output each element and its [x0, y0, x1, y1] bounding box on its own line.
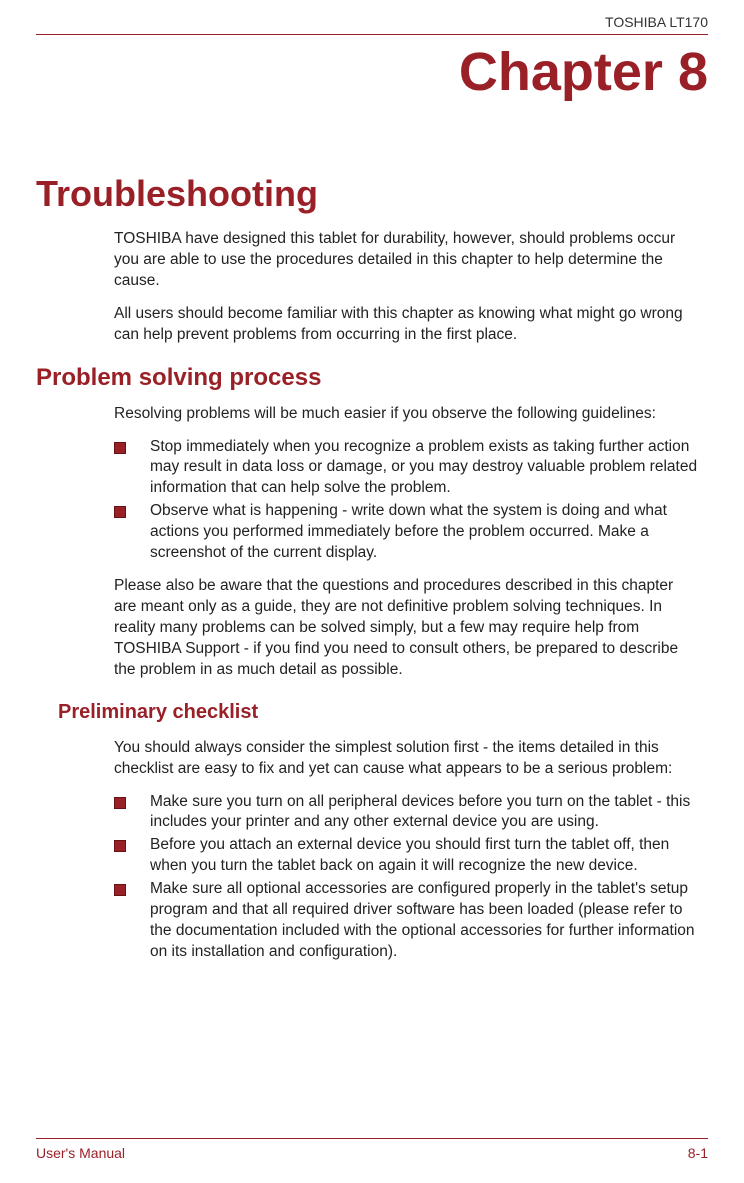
problem-solving-followup: Please also be aware that the questions … — [114, 576, 698, 681]
header-rule — [36, 34, 708, 35]
list-item: Make sure you turn on all peripheral dev… — [114, 792, 698, 834]
subsection-title-preliminary: Preliminary checklist — [58, 701, 708, 724]
header-product-label: TOSHIBA LT170 — [36, 14, 708, 34]
preliminary-bullets: Make sure you turn on all peripheral dev… — [114, 792, 698, 963]
problem-solving-intro: Resolving problems will be much easier i… — [114, 404, 698, 425]
footer-rule — [36, 1138, 708, 1139]
list-item: Make sure all optional accessories are c… — [114, 879, 698, 963]
section-title-problem-solving: Problem solving process — [36, 364, 708, 392]
preliminary-intro: You should always consider the simplest … — [114, 738, 698, 780]
page-title: Troubleshooting — [36, 173, 708, 215]
footer-left: User's Manual — [36, 1145, 125, 1161]
intro-paragraph-2: All users should become familiar with th… — [114, 304, 698, 346]
chapter-title: Chapter 8 — [36, 41, 708, 103]
problem-solving-bullets: Stop immediately when you recognize a pr… — [114, 437, 698, 565]
footer-right: 8-1 — [688, 1145, 708, 1161]
page-footer: User's Manual 8-1 — [36, 1138, 708, 1161]
list-item: Stop immediately when you recognize a pr… — [114, 437, 698, 500]
list-item: Before you attach an external device you… — [114, 835, 698, 877]
list-item: Observe what is happening - write down w… — [114, 501, 698, 564]
intro-paragraph-1: TOSHIBA have designed this tablet for du… — [114, 229, 698, 292]
